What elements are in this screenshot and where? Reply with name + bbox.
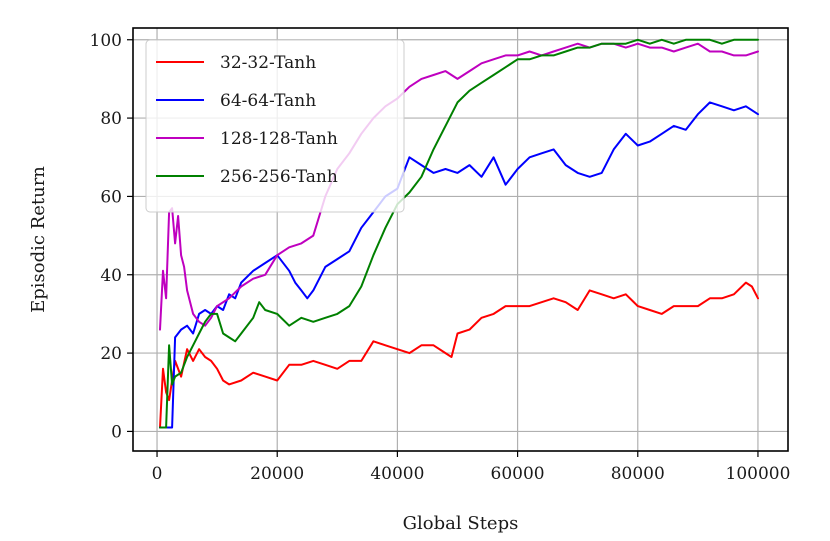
series-line-32-32-Tanh [159, 281, 759, 429]
legend-box [145, 39, 405, 213]
x-tick-label: 40000 [370, 464, 424, 484]
x-tick-label: 0 [152, 464, 163, 484]
x-tick-label: 100000 [726, 464, 791, 484]
y-tick-label: 80 [100, 109, 122, 129]
y-tick-label: 40 [100, 266, 122, 286]
axis-ticks: 0 20000 40000 60000 80000 100000 0 20 40 60 80 100 [90, 31, 791, 484]
y-tick-label: 0 [111, 422, 122, 442]
y-axis-title: Episodic Return [28, 166, 49, 313]
y-tick-label: 20 [100, 344, 122, 364]
legend: 32-32-Tanh 64-64-Tanh 128-128-Tanh 256-256-… [145, 39, 405, 213]
x-tick-label: 80000 [611, 464, 665, 484]
x-axis-title: Global Steps [403, 513, 519, 534]
y-tick-label: 100 [90, 31, 122, 51]
y-tick-label: 60 [100, 187, 122, 207]
legend-label: 128-128-Tanh [220, 129, 338, 149]
legend-label: 256-256-Tanh [220, 167, 338, 187]
plot-frame [132, 27, 789, 452]
legend-label: 64-64-Tanh [220, 91, 316, 111]
legend-label: 32-32-Tanh [220, 53, 316, 73]
x-tick-label: 60000 [491, 464, 545, 484]
x-tick-label: 20000 [250, 464, 304, 484]
